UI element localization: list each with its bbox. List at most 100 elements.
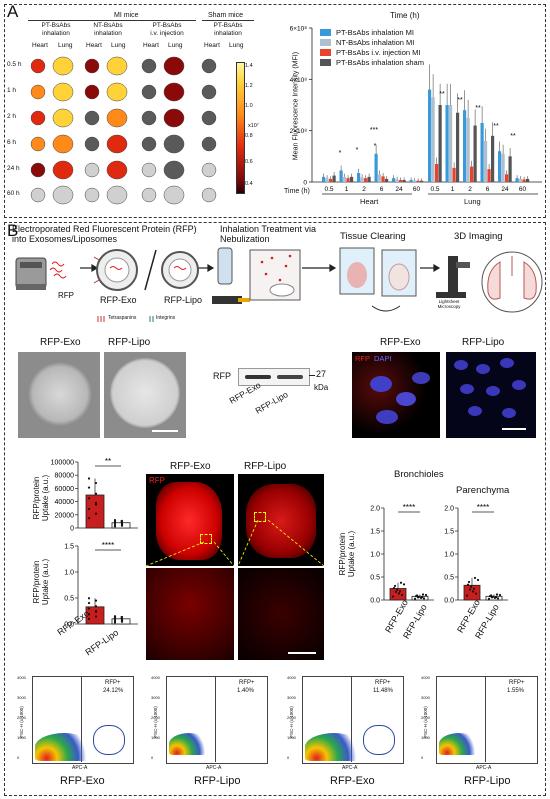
bar: [413, 180, 417, 182]
flow-ytick: 0: [17, 755, 20, 760]
parenchyma-dot: [472, 587, 476, 590]
bar: [505, 174, 509, 182]
divider-slash: [144, 249, 157, 291]
flow-contour: [363, 725, 395, 755]
organ-spot: [52, 134, 74, 154]
flow-ytick: 2000: [287, 715, 296, 720]
blot-band-exo: [245, 375, 271, 379]
bar: [381, 176, 385, 182]
group-label-heart: Heart: [360, 197, 379, 206]
x-tick-label: 24: [501, 186, 509, 193]
tissue-clearing-vials: [339, 247, 417, 312]
bronchioles-tick-label: 0.0: [370, 598, 380, 605]
organ-heart-1: Heart: [32, 42, 48, 49]
flow-ytick: 1000: [287, 735, 296, 740]
bronchioles-dot: [393, 584, 397, 588]
zoom-exo-image: [146, 568, 234, 660]
colorbar-unit: x10⁷: [248, 123, 259, 129]
bar: [325, 178, 329, 182]
bronchioles-tick-label: 2.0: [370, 506, 380, 513]
bottom-uptake-dot: [87, 601, 91, 605]
organ-spot: [201, 110, 217, 126]
bar: [526, 178, 530, 182]
flow-caption: RFP-Lipo: [194, 775, 241, 787]
bar: [435, 164, 439, 182]
organ-spot: [84, 162, 100, 178]
organ-spot: [163, 108, 185, 128]
group-label-lung: Lung: [464, 197, 481, 206]
colorbar-tick-3: 1.0: [245, 103, 253, 109]
rfp-exo-label: RFP-Exo: [100, 295, 137, 305]
zoom-scale-bar: [288, 652, 316, 654]
organ-spot: [106, 185, 128, 205]
bar: [473, 125, 477, 182]
legend-label-3: PT-BsAbs i.v. injection MI: [336, 48, 421, 57]
bronchioles-dot: [421, 593, 425, 596]
flow-ylabel: FSC-H (x 1000): [289, 706, 295, 738]
bottom-uptake-dot: [94, 615, 98, 618]
rfp-protein-icon: [49, 261, 67, 279]
organ-spot: [163, 82, 185, 102]
bottom-uptake-dot: [87, 607, 91, 610]
organ-spot: [30, 110, 46, 126]
step3-text: Tissue Clearing: [340, 231, 406, 242]
step4-text: 3D Imaging: [454, 231, 503, 242]
parenchyma-dot: [487, 597, 491, 600]
legend-label-1: PT-BsAbs inhalation MI: [336, 28, 414, 37]
bottom-uptake-tick-label: 1.0: [64, 570, 74, 577]
organ-spot: [84, 110, 100, 126]
em-exo-title: RFP-Exo: [40, 337, 81, 348]
x-tick-label: 60: [519, 186, 527, 193]
flow-ytick: 0: [421, 755, 424, 760]
panel-a: [4, 4, 546, 218]
bronchioles-sig-label: ****: [403, 503, 415, 512]
tetraspanins-label: Tetraspanins: [108, 315, 137, 321]
parenchyma-dot: [466, 583, 470, 586]
bar: [357, 173, 361, 182]
top-uptake-tick-label: 100000: [51, 460, 74, 467]
group-mi-line: [28, 20, 196, 21]
row-label-3: 2 h: [7, 113, 17, 120]
microscope-label: Lightsheet Microscopy: [437, 299, 461, 309]
flow-ytick: 4000: [17, 675, 26, 680]
parenchyma-dot: [467, 580, 471, 584]
organ-lung-4: Lung: [229, 42, 244, 49]
col-header-4-line2: inhalation: [214, 29, 242, 37]
organ-spot: [106, 108, 128, 128]
x-tick-label: 2: [362, 186, 366, 193]
top-uptake-dot: [87, 507, 91, 511]
rfp-lipo-label: RFP-Lipo: [164, 295, 203, 305]
organ-spot: [52, 56, 74, 76]
significance-mark: *: [374, 143, 377, 150]
top-uptake-tick-label: 20000: [55, 512, 75, 519]
bar: [392, 178, 396, 182]
flow-plot-1: RFP+ 24.12%: [32, 676, 134, 764]
parenchyma-tick-label: 1.0: [444, 552, 454, 559]
western-blot: [238, 368, 310, 386]
bar: [416, 180, 420, 182]
organ-spot: [141, 58, 157, 74]
col-header-4-line1: PT-BsAbs: [213, 22, 243, 29]
organ-spot: [201, 58, 217, 74]
row-label-5: 24 h: [7, 165, 20, 172]
flow-density-blob: [169, 733, 209, 755]
top-uptake-dot: [113, 522, 117, 525]
bar: [339, 170, 343, 182]
western-size: 27: [316, 369, 327, 379]
bronchioles-dot: [402, 583, 406, 586]
row-label-1: 0.5 h: [7, 61, 22, 68]
parenchyma-dot: [469, 585, 473, 588]
bronchioles-title: Bronchioles: [394, 469, 444, 480]
row-label-2: 1 h: [7, 87, 17, 94]
tetraspanin-icon: [97, 316, 105, 322]
organ-spot: [106, 56, 128, 76]
bar: [364, 178, 368, 182]
bar: [374, 153, 378, 182]
bar: [378, 174, 382, 182]
bronchioles-dot: [398, 590, 402, 593]
flow-ytick: 2000: [421, 715, 430, 720]
step1-text: Electroporated Red Fluorescent Protein (…: [12, 224, 197, 245]
bar: [498, 151, 502, 182]
parenchyma-dot: [488, 595, 492, 598]
organ-spot: [84, 58, 100, 74]
